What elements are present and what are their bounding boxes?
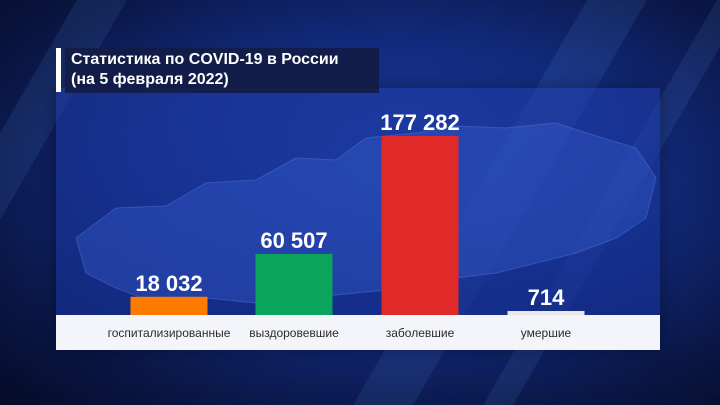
chart-title: Статистика по COVID-19 в России — [71, 51, 339, 68]
data-label-2: 177 282 — [380, 110, 460, 135]
data-label-3: 714 — [528, 285, 565, 310]
data-label-1: 60 507 — [260, 228, 327, 253]
title-accent-bar — [56, 48, 61, 92]
bar-3 — [507, 311, 585, 315]
title-box: Статистика по COVID-19 в России (на 5 фе… — [65, 48, 379, 93]
russia-map-background — [75, 122, 657, 304]
category-label-3: умершие — [521, 326, 572, 340]
data-label-0: 18 032 — [135, 271, 202, 296]
bar-0 — [130, 296, 208, 315]
chart-subtitle: (на 5 февраля 2022) — [71, 71, 229, 88]
category-label-band — [56, 315, 660, 350]
bar-2 — [381, 136, 459, 315]
category-label-0: госпитализированные — [108, 326, 231, 340]
category-label-2: заболевшие — [386, 326, 455, 340]
bar-1 — [255, 253, 333, 315]
category-label-1: выздоровевшие — [249, 326, 339, 340]
